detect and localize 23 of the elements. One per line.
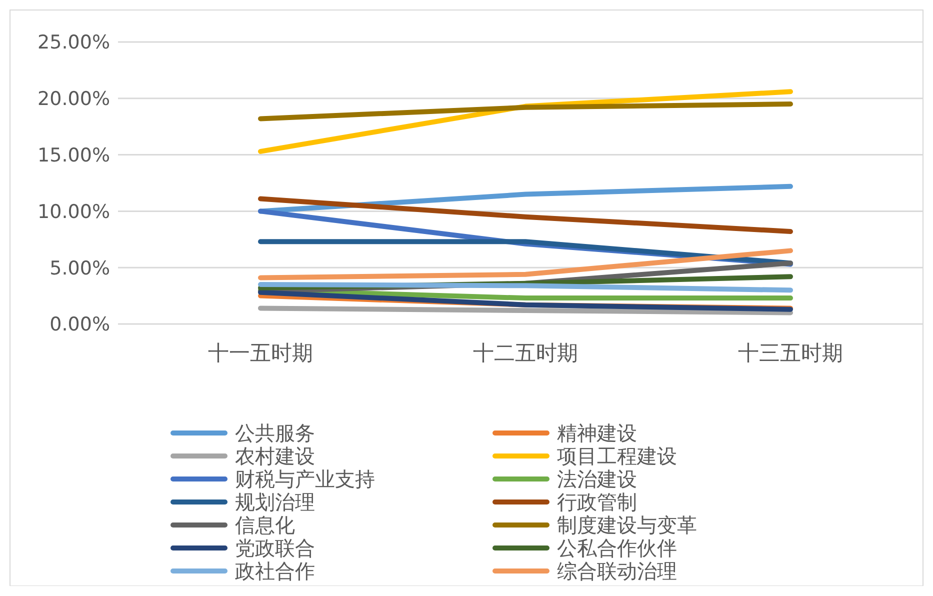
legend-label: 行政管制 (557, 490, 637, 514)
y-tick-label: 10.00% (38, 200, 110, 223)
legend-label: 精神建设 (557, 421, 637, 445)
legend-label: 法治建设 (557, 467, 637, 491)
x-tick-label: 十二五时期 (473, 341, 578, 365)
legend-label: 综合联动治理 (557, 559, 677, 583)
legend-label: 农村建设 (235, 444, 315, 468)
y-tick-label: 25.00% (38, 32, 110, 54)
y-tick-label: 5.00% (50, 257, 110, 280)
legend-label: 信息化 (235, 513, 295, 537)
legend-label: 公共服务 (235, 421, 315, 445)
legend-label: 财税与产业支持 (235, 467, 375, 491)
legend-label: 项目工程建设 (557, 444, 677, 468)
legend-label: 公私合作伙伴 (557, 536, 677, 560)
y-tick-label: 15.00% (38, 144, 110, 166)
legend-label: 政社合作 (235, 559, 315, 583)
y-tick-label: 0.00% (50, 314, 110, 336)
x-tick-label: 十一五时期 (208, 341, 313, 365)
legend-label: 党政联合 (235, 536, 315, 560)
legend-label: 制度建设与变革 (557, 513, 697, 537)
x-tick-label: 十三五时期 (738, 341, 843, 365)
y-tick-label: 20.00% (38, 88, 110, 110)
legend-label: 规划治理 (235, 490, 315, 514)
